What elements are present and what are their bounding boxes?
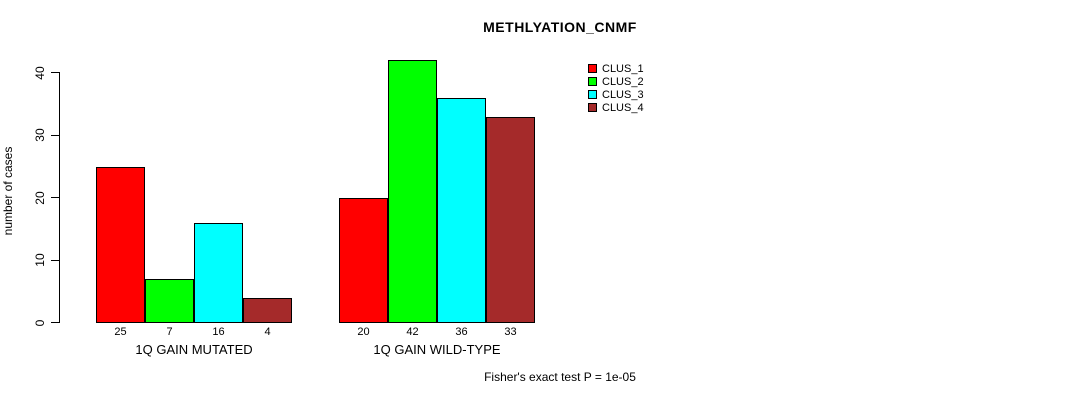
bar-clus_4-group1 (243, 298, 292, 323)
group-label-1: 1Q GAIN MUTATED (135, 342, 253, 357)
legend-label: CLUS_3 (602, 88, 644, 101)
y-tick-label: 20 (33, 190, 47, 205)
y-tick-label: 0 (33, 319, 47, 326)
legend-swatch-icon (588, 90, 597, 99)
bar-value-label: 7 (166, 326, 173, 338)
bar-value-label: 36 (455, 326, 468, 338)
legend-swatch-icon (588, 103, 597, 112)
footnote-text: Fisher's exact test P = 1e-05 (484, 370, 636, 384)
chart-title: METHLYATION_CNMF (483, 19, 637, 35)
legend-swatch-icon (588, 64, 597, 73)
bar-clus_2-group1 (145, 279, 194, 323)
bar-value-label: 33 (504, 326, 517, 338)
y-axis (59, 72, 60, 323)
y-tick-mark (51, 259, 59, 261)
y-tick-mark (51, 72, 59, 73)
bar-clus_4-group2 (486, 117, 535, 323)
bar-clus_1-group2 (339, 198, 388, 323)
legend-swatch-icon (588, 77, 597, 86)
bar-value-label: 25 (114, 326, 127, 338)
legend-item-clus_2: CLUS_2 (588, 75, 644, 88)
legend-item-clus_1: CLUS_1 (588, 62, 644, 75)
y-tick-label: 40 (33, 65, 47, 80)
bar-value-label: 16 (212, 326, 225, 338)
bar-clus_3-group2 (437, 98, 486, 323)
y-tick-mark (51, 322, 59, 323)
y-tick-mark (51, 134, 59, 136)
y-tick-label: 30 (33, 128, 47, 142)
legend-label: CLUS_2 (602, 75, 644, 88)
bar-clus_1-group1 (96, 167, 145, 323)
legend-item-clus_3: CLUS_3 (588, 88, 644, 101)
group-label-2: 1Q GAIN WILD-TYPE (373, 342, 501, 357)
legend: CLUS_1 CLUS_2 CLUS_3 CLUS_4 (588, 62, 644, 114)
y-axis-label: number of cases (1, 146, 15, 236)
legend-item-clus_4: CLUS_4 (588, 101, 644, 114)
legend-label: CLUS_4 (602, 101, 644, 114)
bar-clus_2-group2 (388, 60, 437, 323)
bar-value-label: 42 (406, 326, 419, 338)
y-tick-label: 10 (33, 253, 47, 267)
bar-clus_3-group1 (194, 223, 243, 323)
bar-value-label: 20 (357, 326, 370, 338)
bar-value-label: 4 (264, 326, 271, 338)
legend-label: CLUS_1 (602, 62, 644, 75)
y-tick-mark (51, 197, 59, 198)
